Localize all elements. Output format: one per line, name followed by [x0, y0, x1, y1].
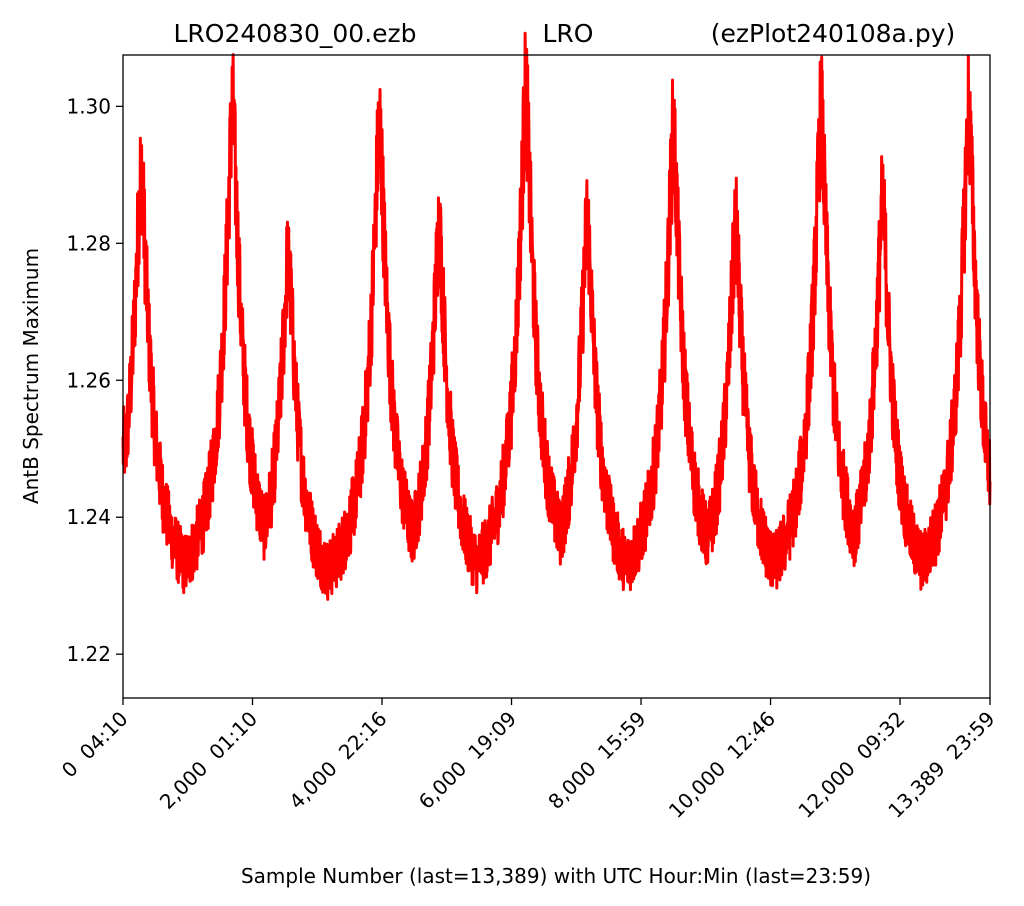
peak-point: [819, 108, 823, 112]
peak-point: [377, 117, 381, 121]
peak-point: [967, 106, 971, 110]
peak-point: [524, 85, 528, 89]
title-right: (ezPlot240108a.py): [711, 19, 956, 48]
series-line: [121, 31, 992, 601]
title-left: LRO240830_00.ezb: [173, 19, 416, 48]
plot-frame: [122, 54, 991, 699]
peak-point: [139, 163, 143, 167]
y-tick-label: 1.26: [66, 368, 111, 392]
peak-point: [230, 103, 234, 107]
peak-point: [286, 252, 290, 256]
y-axis-label: AntB Spectrum Maximum: [19, 248, 43, 504]
peak-point: [671, 126, 675, 130]
title-center: LRO: [543, 19, 594, 48]
peak-point: [881, 197, 885, 201]
series-group: [121, 31, 992, 601]
y-axis: 1.22 1.24 1.26 1.28 1.30: [66, 94, 123, 666]
peak-point: [585, 215, 589, 219]
y-tick-label: 1.30: [66, 94, 111, 118]
y-tick-label: 1.24: [66, 505, 111, 529]
x-axis-label: Sample Number (last=13,389) with UTC Hou…: [241, 864, 871, 888]
y-tick-label: 1.22: [66, 642, 111, 666]
peak-point: [437, 222, 441, 226]
y-tick-label: 1.28: [66, 231, 111, 255]
peak-point: [734, 222, 738, 226]
